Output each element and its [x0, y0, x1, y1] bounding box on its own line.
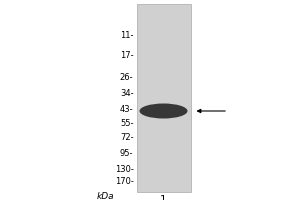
Text: 95-: 95- [120, 148, 134, 158]
Text: 11-: 11- [120, 30, 134, 40]
Text: 130-: 130- [115, 164, 134, 173]
Bar [136, 4, 190, 192]
Text: 43-: 43- [120, 104, 134, 114]
Text: 55-: 55- [120, 118, 134, 128]
Ellipse shape [140, 104, 188, 118]
Text: 72-: 72- [120, 134, 134, 142]
Text: 1: 1 [160, 195, 167, 200]
Text: 26-: 26- [120, 72, 134, 82]
Text: kDa: kDa [96, 192, 114, 200]
Text: 17-: 17- [120, 50, 134, 60]
Text: 170-: 170- [115, 178, 134, 186]
Text: 34-: 34- [120, 88, 134, 98]
